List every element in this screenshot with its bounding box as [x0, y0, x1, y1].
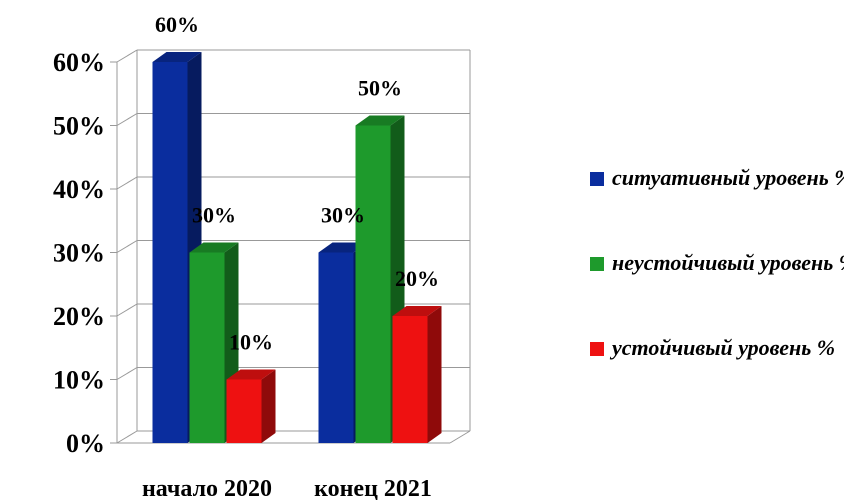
bar-side	[261, 369, 276, 443]
legend-entry: неустойчивый уровень %	[590, 248, 844, 278]
bar-top	[189, 242, 239, 253]
y-tick-label: 40%	[53, 175, 105, 204]
legend-swatch	[590, 342, 604, 356]
legend-label: ситуативный уровень %	[612, 165, 844, 190]
bar-front	[226, 379, 262, 443]
tick-mark	[116, 176, 138, 190]
tick-mark	[116, 430, 138, 444]
bar-top	[355, 115, 405, 126]
bar-front	[152, 62, 188, 443]
data-label: 50%	[358, 76, 402, 101]
y-tick-label: 10%	[53, 366, 105, 395]
y-tick-label: 20%	[53, 302, 105, 331]
y-tick-label: 0%	[66, 429, 105, 458]
legend-entry: устойчивый уровень %	[590, 333, 844, 363]
tick-mark	[116, 49, 138, 63]
bar-top	[226, 369, 276, 380]
legend-swatch	[590, 257, 604, 271]
y-tick-label: 30%	[53, 239, 105, 268]
y-tick-label: 60%	[53, 48, 105, 77]
y-tick-label: 50%	[53, 112, 105, 141]
bar-side	[427, 306, 442, 443]
axis-line	[449, 430, 471, 444]
data-label: 60%	[155, 12, 199, 37]
bar-front	[318, 252, 354, 443]
x-tick-label: начало 2020	[142, 476, 272, 500]
data-label: 30%	[321, 203, 365, 228]
legend-entry: ситуативный уровень %	[590, 163, 844, 193]
bar-top	[392, 306, 442, 316]
tick-mark	[116, 113, 138, 126]
legend-label: неустойчивый уровень %	[612, 250, 844, 275]
data-label: 30%	[192, 203, 236, 228]
bar-top	[152, 52, 202, 62]
tick-mark	[116, 303, 138, 317]
bar-top	[318, 242, 368, 253]
legend-swatch	[590, 172, 604, 186]
bar-front	[392, 316, 428, 443]
bar-front	[189, 252, 225, 443]
bar	[392, 306, 442, 443]
tick-mark	[116, 240, 138, 253]
data-label: 10%	[229, 330, 273, 355]
bar	[226, 369, 276, 443]
legend-label: устойчивый уровень %	[612, 335, 836, 360]
tick-mark	[116, 367, 138, 380]
data-label: 20%	[395, 266, 439, 291]
x-tick-label: конец 2021	[314, 476, 432, 500]
bar-front	[355, 125, 391, 443]
